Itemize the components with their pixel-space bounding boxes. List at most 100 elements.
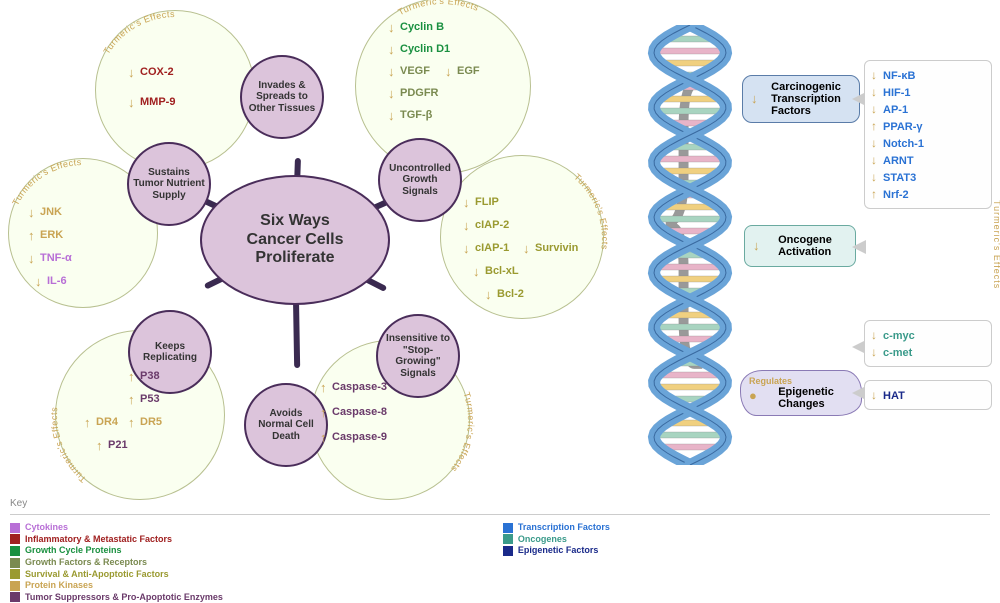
down-arrow-icon: ↓ — [751, 92, 758, 106]
molecule-label: Caspase-9 — [332, 431, 387, 443]
factor-label: c-myc — [883, 330, 915, 342]
legend-item-label: Tumor Suppressors & Pro-Apoptotic Enzyme… — [25, 592, 223, 602]
up-arrow-icon: ↑ — [320, 405, 327, 420]
legend-item-label: Growth Factors & Receptors — [25, 557, 147, 567]
up-arrow-icon: ↑ — [28, 228, 35, 243]
down-arrow-icon: ↓ — [388, 20, 395, 35]
molecule-label: DR4 — [96, 416, 118, 428]
legend-swatch — [10, 569, 20, 579]
legend-item: Growth Factors & Receptors — [10, 557, 223, 568]
dna-helix-icon — [635, 25, 745, 465]
up-arrow-icon: ↑ — [871, 187, 883, 201]
molecule-label: P38 — [140, 370, 160, 382]
down-arrow-icon: ↓ — [523, 241, 530, 256]
molecule-label: P53 — [140, 393, 160, 405]
up-arrow-icon: ↑ — [128, 415, 135, 430]
molecule-label: VEGF — [400, 65, 430, 77]
down-arrow-icon: ↓ — [128, 65, 135, 80]
molecule-label: ERK — [40, 229, 63, 241]
factor-label: Notch-1 — [883, 138, 924, 150]
regulates-label: Regulates — [749, 377, 792, 387]
down-arrow-icon: ↓ — [871, 85, 883, 99]
legend-item: Oncogenes — [503, 534, 610, 545]
factor-label: c-met — [883, 347, 912, 359]
legend-swatch — [503, 534, 513, 544]
legend-swatch — [10, 581, 20, 591]
up-arrow-icon: ↑ — [96, 438, 103, 453]
legend-title: Key — [10, 498, 990, 509]
legend-divider — [10, 514, 990, 515]
center-hub: Six WaysCancer CellsProliferate — [200, 175, 390, 305]
svg-text:Turmeric's Effects: Turmeric's Effects — [10, 157, 82, 207]
legend-swatch — [10, 534, 20, 544]
svg-text:Turmeric's Effects: Turmeric's Effects — [49, 406, 88, 484]
connector-arrow-icon — [852, 240, 866, 254]
molecule-label: IL-6 — [47, 275, 67, 287]
molecule-label: Cyclin B — [400, 21, 444, 33]
mechanism-bubble: ↓CarcinogenicTranscriptionFactors — [742, 75, 860, 123]
legend-swatch — [503, 523, 513, 533]
factor-label: Nrf-2 — [883, 189, 909, 201]
molecule-label: DR5 — [140, 416, 162, 428]
up-arrow-icon: ↑ — [320, 430, 327, 445]
legend-swatch — [10, 523, 20, 533]
down-arrow-icon: ↓ — [473, 264, 480, 279]
legend-right-column: Transcription FactorsOncogenesEpigenetic… — [503, 521, 610, 603]
molecule-label: PDGFR — [400, 87, 439, 99]
factor-list: ↓HAT — [864, 380, 992, 410]
down-arrow-icon: ↓ — [871, 102, 883, 116]
svg-text:Turmeric's Effects: Turmeric's Effects — [396, 0, 480, 17]
legend-left-column: CytokinesInflammatory & Metastatic Facto… — [10, 521, 223, 603]
up-arrow-icon: ↑ — [128, 369, 135, 384]
down-arrow-icon: ↓ — [753, 239, 760, 253]
legend-item: Inflammatory & Metastatic Factors — [10, 534, 223, 545]
down-arrow-icon: ↓ — [463, 218, 470, 233]
factor-label: NF-κB — [883, 70, 915, 82]
factor-label: PPAR-γ — [883, 121, 923, 133]
legend-swatch — [503, 546, 513, 556]
legend-item: Survival & Anti-Apoptotic Factors — [10, 569, 223, 580]
svg-text:Turmeric's Effects: Turmeric's Effects — [572, 172, 610, 251]
mechanism-bubble: ↓OncogeneActivation — [744, 225, 856, 267]
svg-text:Turmeric's Effects: Turmeric's Effects — [101, 9, 175, 56]
factor-list: ↓c-myc↓c-met — [864, 320, 992, 367]
factor-label: HAT — [883, 390, 905, 402]
molecule-label: COX-2 — [140, 66, 174, 78]
legend-swatch — [10, 546, 20, 556]
legend-swatch — [10, 558, 20, 568]
hallmark-hub: SustainsTumor NutrientSupply — [127, 142, 211, 226]
molecule-label: EGF — [457, 65, 480, 77]
legend-item: Tumor Suppressors & Pro-Apoptotic Enzyme… — [10, 592, 223, 603]
factor-label: STAT3 — [883, 172, 916, 184]
svg-text:Turmeric's Effects: Turmeric's Effects — [449, 391, 476, 474]
down-arrow-icon: ↓ — [463, 241, 470, 256]
turmeric-effects-vertical-label: Turmeric's Effects — [992, 200, 1000, 289]
hallmark-hub: AvoidsNormal CellDeath — [244, 383, 328, 467]
legend: Key CytokinesInflammatory & Metastatic F… — [10, 498, 990, 603]
down-arrow-icon: ↓ — [28, 205, 35, 220]
down-arrow-icon: ↓ — [871, 153, 883, 167]
down-arrow-icon: ↓ — [871, 136, 883, 150]
down-arrow-icon: ↓ — [388, 108, 395, 123]
dot-icon: ● — [749, 389, 757, 403]
legend-item: Protein Kinases — [10, 580, 223, 591]
legend-item-label: Survival & Anti-Apoptotic Factors — [25, 569, 169, 579]
molecule-label: Bcl-xL — [485, 265, 519, 277]
down-arrow-icon: ↓ — [128, 95, 135, 110]
molecule-label: TNF-α — [40, 252, 72, 264]
factor-list: ↓NF-κB↓HIF-1↓AP-1↑PPAR-γ↓Notch-1↓ARNT↓ST… — [864, 60, 992, 209]
down-arrow-icon: ↓ — [463, 195, 470, 210]
legend-item: Epigenetic Factors — [503, 545, 610, 556]
legend-item-label: Oncogenes — [518, 534, 567, 544]
legend-item-label: Protein Kinases — [25, 580, 93, 590]
molecule-label: MMP-9 — [140, 96, 175, 108]
factor-label: ARNT — [883, 155, 914, 167]
down-arrow-icon: ↓ — [388, 64, 395, 79]
down-arrow-icon: ↓ — [871, 170, 883, 184]
up-arrow-icon: ↑ — [320, 380, 327, 395]
down-arrow-icon: ↓ — [445, 64, 452, 79]
molecule-label: JNK — [40, 206, 62, 218]
down-arrow-icon: ↓ — [871, 68, 883, 82]
down-arrow-icon: ↓ — [871, 388, 883, 402]
factor-label: HIF-1 — [883, 87, 911, 99]
